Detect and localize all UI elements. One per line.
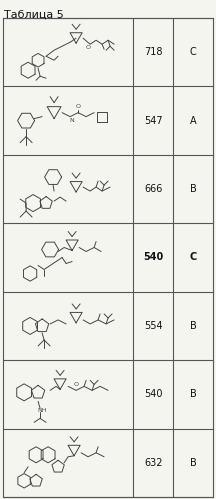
Text: B: B [190, 184, 196, 194]
Text: O: O [74, 382, 79, 387]
Text: O: O [76, 104, 81, 109]
Text: 632: 632 [144, 458, 162, 468]
Text: 547: 547 [144, 116, 162, 126]
Text: 718: 718 [144, 47, 162, 57]
Text: NH: NH [37, 408, 47, 413]
Text: C: C [189, 252, 197, 262]
Text: C: C [190, 47, 196, 57]
Text: Таблица 5: Таблица 5 [4, 10, 64, 20]
Text: B: B [190, 389, 196, 399]
Text: 540: 540 [144, 389, 162, 399]
Text: A: A [190, 116, 196, 126]
Text: O: O [86, 45, 91, 50]
Text: B: B [190, 321, 196, 331]
Text: 666: 666 [144, 184, 162, 194]
Text: 554: 554 [144, 321, 162, 331]
Text: N: N [70, 118, 75, 123]
Text: B: B [190, 458, 196, 468]
Text: 540: 540 [143, 252, 163, 262]
